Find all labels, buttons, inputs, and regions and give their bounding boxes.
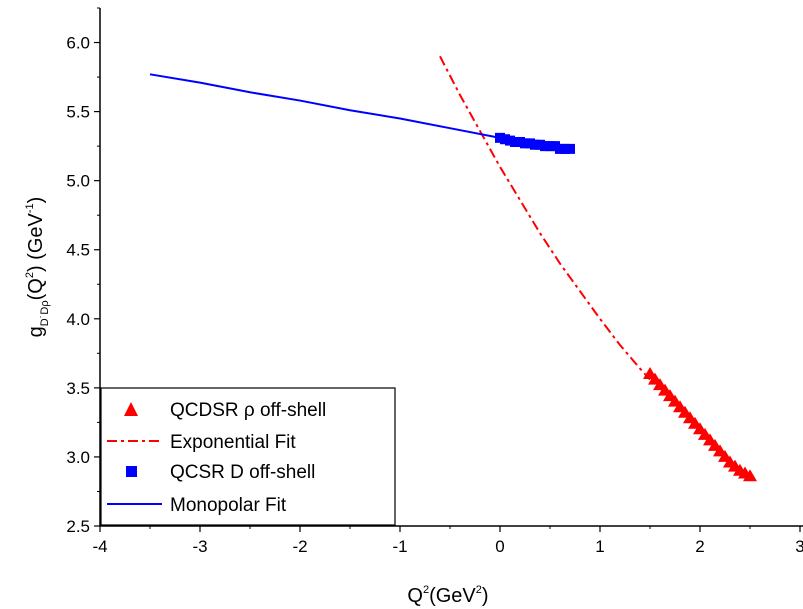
x-tick-label: -1: [392, 537, 407, 556]
legend-label-qcdsr-rho: QCDSR ρ off-shell: [170, 400, 326, 421]
legend-label-monopolar-fit: Monopolar Fit: [170, 495, 287, 516]
y-tick-label: 5.0: [66, 172, 90, 191]
x-axis-title: Q2(GeV2): [407, 584, 488, 607]
y-tick-label: 6.0: [66, 34, 90, 53]
legend-label-qcsr-d: QCSR D off-shell: [170, 462, 315, 483]
y-axis-ticks: 2.5 3.0 3.5 4.0 4.5 5.0 5.5 6.0: [66, 7, 100, 536]
x-axis-ticks: -4 -3 -2 -1 0 1 2 3: [92, 526, 803, 556]
data-point-triangle: [743, 469, 757, 482]
legend-triangle-marker: [124, 402, 138, 416]
series-1: [439, 55, 651, 381]
x-tick-label: -2: [292, 537, 307, 556]
series-0: [643, 367, 757, 482]
y-tick-label: 4.0: [66, 310, 90, 329]
x-tick-label: -3: [192, 537, 207, 556]
y-axis-title: gD˙Dρ(Q2) (GeV-1): [24, 197, 51, 338]
legend-square-marker: [126, 466, 137, 477]
series-3: [149, 73, 501, 139]
x-tick-label: 2: [695, 537, 704, 556]
series-layer: [149, 55, 757, 482]
x-tick-label: 3: [795, 537, 803, 556]
legend: QCDSR ρ off-shell Exponential Fit QCSR D…: [100, 387, 396, 526]
y-tick-label: 3.0: [66, 448, 90, 467]
legend-label-exponential-fit: Exponential Fit: [170, 432, 296, 453]
x-tick-label: 0: [495, 537, 504, 556]
series-line: [439, 55, 651, 381]
y-tick-label: 3.5: [66, 379, 90, 398]
plot-area: [99, 8, 803, 527]
y-tick-label: 4.5: [66, 241, 90, 260]
series-line: [149, 73, 501, 139]
data-point-square: [565, 143, 575, 154]
x-tick-label: 1: [595, 537, 604, 556]
x-tick-label: -4: [92, 537, 107, 556]
y-tick-label: 5.5: [66, 103, 90, 122]
series-2: [495, 132, 575, 154]
legend-box: [100, 387, 396, 526]
y-tick-label: 2.5: [66, 517, 90, 536]
